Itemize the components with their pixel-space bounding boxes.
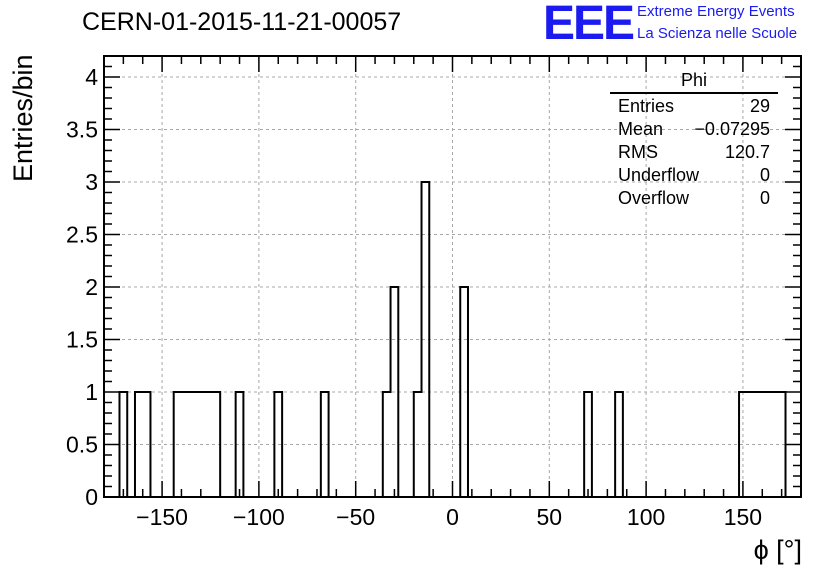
y-tick-label: 0 [85,484,98,510]
axes [103,55,802,498]
y-tick-label: 2 [85,274,98,300]
stats-value: −0.07295 [694,119,770,139]
y-tick-label: 2.5 [66,222,98,248]
stats-value: 120.7 [724,142,770,162]
stats-value: 0 [759,165,770,185]
stats-value: 0 [759,188,770,208]
eee-logo: EEE [543,0,635,50]
run-title: CERN-01-2015-11-21-00057 [82,8,402,36]
stats-box: Phi Entries 29 Mean −0.07295 RMS 120.7 U… [610,70,778,211]
y-axis-label: Entries/bin [8,54,38,182]
y-tick-label: 1.5 [66,327,98,353]
stats-row-entries: Entries 29 [610,96,778,119]
x-tick-label: 150 [724,504,762,530]
stats-row-overflow: Overflow 0 [610,188,778,211]
x-tick-label: −50 [336,504,375,530]
stats-label: Overflow [618,188,690,208]
stats-title: Phi [610,70,778,94]
stats-row-mean: Mean −0.07295 [610,119,778,142]
y-tick-label: 3.5 [66,117,98,143]
stats-label: RMS [618,142,658,162]
x-tick-label: 50 [537,504,563,530]
y-tick-label: 0.5 [66,432,98,458]
x-tick-label: 0 [446,504,459,530]
y-tick-label: 1 [85,379,98,405]
x-tick-label: 100 [627,504,665,530]
y-tick-label: 3 [85,169,98,195]
logo-line-2: La Scienza nelle Scuole [637,25,798,42]
stats-label: Mean [618,119,664,139]
x-axis-label: ϕ [°] [753,535,802,565]
stats-value: 29 [749,96,770,116]
stats-label: Underflow [618,165,700,185]
logo-line-1: Extreme Energy Events [637,3,795,20]
y-tick-label: 4 [85,64,98,90]
stats-label: Entries [618,96,675,116]
stats-row-rms: RMS 120.7 [610,142,778,165]
stats-row-underflow: Underflow 0 [610,165,778,188]
x-tick-label: −150 [136,504,188,530]
x-tick-label: −100 [233,504,285,530]
tick-labels: 0 0.5 1 1.5 2 2.5 3 3.5 4 −150 −100 −50 0 50 100 150 [66,64,762,530]
